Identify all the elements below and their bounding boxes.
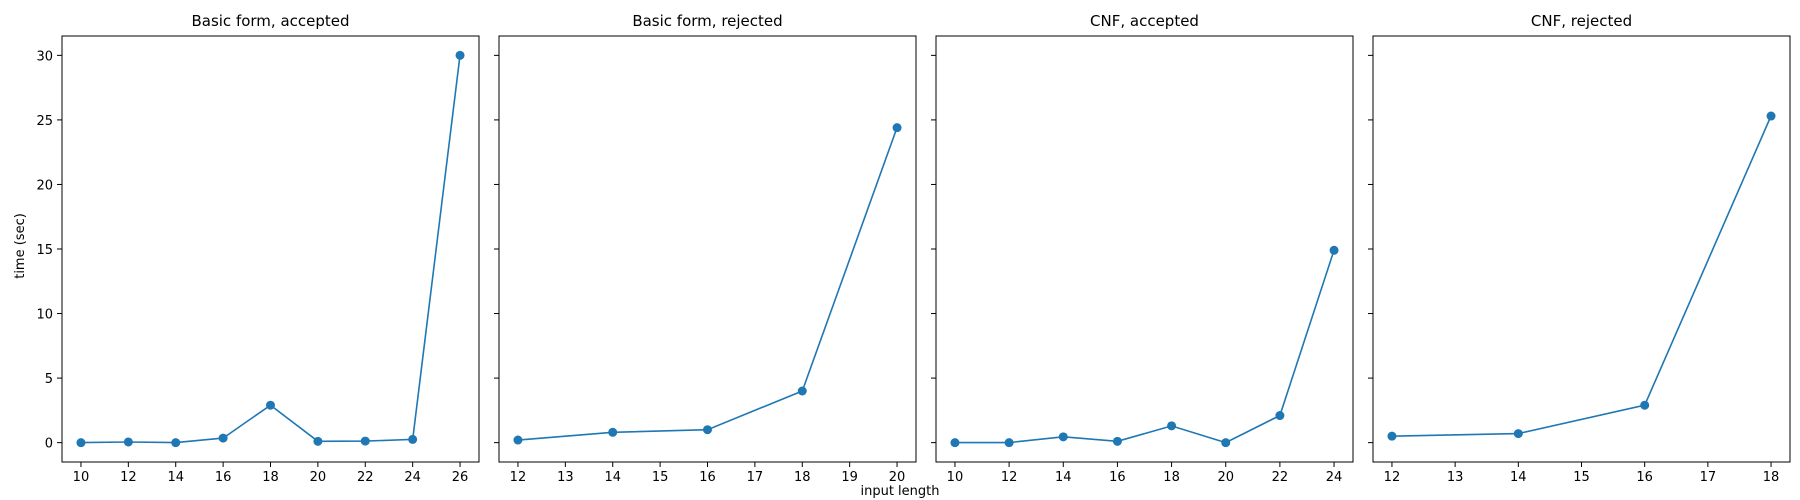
x-tick-label: 22	[357, 470, 374, 485]
x-tick-label: 20	[1217, 470, 1234, 485]
data-point	[608, 427, 618, 437]
data-point	[1221, 438, 1231, 448]
data-point	[455, 50, 465, 60]
x-tick-label: 24	[1326, 470, 1343, 485]
subplot-3: CNF, accepted 10 12 14 16 18 20 22 24	[931, 12, 1354, 485]
x-tick-label: 26	[452, 470, 469, 485]
x-tick-label: 24	[404, 470, 421, 485]
subplot-title: Basic form, rejected	[632, 12, 782, 30]
subplot-panels: Basic form, accepted 10 12 14 16 18 20 22 24 26 0 5…	[36, 12, 1791, 485]
data-point	[1640, 400, 1650, 410]
data-point	[171, 438, 181, 448]
y-tick-label: 20	[36, 178, 53, 193]
x-tick-label: 12	[120, 470, 137, 485]
x-tick-label: 17	[1700, 470, 1717, 485]
subplot-2: Basic form, rejected 12 13 14 15 16 17 18 19 20	[494, 12, 917, 485]
data-point	[313, 436, 323, 446]
data-point	[1387, 431, 1397, 441]
x-tick-label: 14	[1055, 470, 1072, 485]
x-tick-label: 16	[1109, 470, 1126, 485]
data-point	[1004, 438, 1014, 448]
data-point	[703, 425, 712, 435]
data-point	[513, 435, 523, 445]
series-line	[1391, 115, 1772, 437]
data-point	[266, 400, 275, 410]
data-point	[408, 434, 418, 444]
data-point	[360, 436, 370, 446]
data-point	[76, 438, 86, 448]
x-tick-label: 19	[841, 470, 858, 485]
x-tick-label: 13	[557, 470, 574, 485]
y-axis-label: time (sec)	[13, 213, 28, 279]
series-line	[80, 55, 461, 444]
x-tick-label: 13	[1447, 470, 1464, 485]
series-line	[955, 250, 1335, 444]
plot-frame	[1372, 35, 1791, 463]
subplot-title: Basic form, accepted	[191, 12, 349, 30]
x-tick-label: 12	[1384, 470, 1401, 485]
x-tick-label: 15	[1573, 470, 1590, 485]
subplot-title: CNF, accepted	[1090, 12, 1199, 30]
x-tick-label: 14	[167, 470, 184, 485]
x-tick-label: 10	[947, 470, 964, 485]
y-tick-label: 5	[45, 372, 53, 387]
data-point	[892, 123, 902, 133]
x-tick-label: 18	[1163, 470, 1180, 485]
y-tick-label: 10	[36, 308, 53, 323]
data-point	[1167, 421, 1177, 431]
subplot-4: CNF, rejected 12 13 14 15 16 17 18	[1368, 12, 1791, 485]
x-tick-label: 14	[604, 470, 621, 485]
y-tick-label: 0	[45, 437, 53, 452]
y-tick-label: 30	[36, 49, 53, 64]
x-tick-label: 10	[73, 470, 90, 485]
x-tick-label: 16	[1636, 470, 1653, 485]
data-point	[1766, 111, 1776, 121]
y-tick-label: 15	[36, 243, 53, 258]
data-point	[1329, 245, 1339, 255]
plot-frame	[61, 35, 480, 463]
data-point	[218, 433, 228, 443]
x-tick-label: 14	[1510, 470, 1527, 485]
x-axis-label: input length	[860, 484, 939, 499]
x-tick-label: 18	[262, 470, 279, 485]
data-point	[797, 386, 807, 396]
subplot-1: Basic form, accepted 10 12 14 16 18 20 22 24 26 0 5…	[36, 12, 480, 485]
plot-frame	[935, 35, 1354, 463]
x-tick-label: 15	[652, 470, 669, 485]
x-tick-label: 22	[1272, 470, 1289, 485]
data-point	[950, 438, 960, 448]
x-tick-label: 16	[215, 470, 232, 485]
data-point	[123, 437, 133, 447]
y-tick-label: 25	[36, 114, 53, 129]
x-tick-label: 20	[310, 470, 327, 485]
x-tick-label: 17	[747, 470, 764, 485]
x-tick-label: 16	[699, 470, 716, 485]
x-tick-label: 18	[794, 470, 811, 485]
data-point	[1112, 436, 1122, 446]
series-line	[517, 127, 898, 441]
x-tick-label: 18	[1763, 470, 1780, 485]
data-point	[1275, 411, 1285, 421]
x-tick-label: 12	[1001, 470, 1018, 485]
data-point	[1513, 429, 1523, 439]
x-tick-label: 20	[889, 470, 906, 485]
data-point	[1058, 432, 1068, 442]
subplot-title: CNF, rejected	[1531, 12, 1632, 30]
x-tick-label: 12	[510, 470, 527, 485]
